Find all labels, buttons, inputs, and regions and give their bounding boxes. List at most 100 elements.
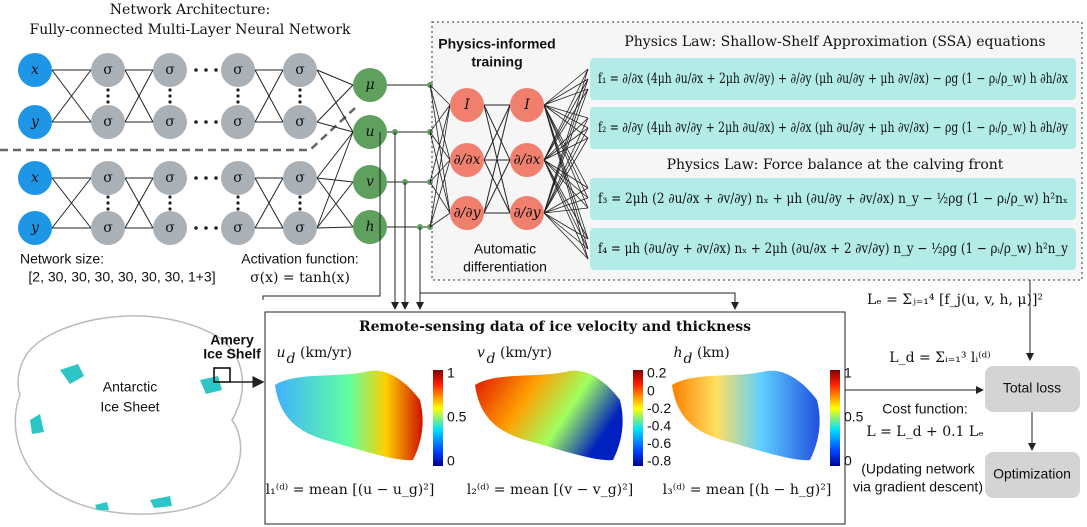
hidden-label: σ bbox=[165, 170, 175, 186]
training-label: ∂/∂x bbox=[513, 152, 540, 168]
note: (Updating network bbox=[861, 461, 976, 477]
colorbar-tick: 0 bbox=[647, 382, 655, 398]
hidden-label: σ bbox=[165, 114, 175, 130]
input-label: y bbox=[30, 220, 40, 236]
edge bbox=[317, 178, 353, 227]
colorbar-tick: 1 bbox=[844, 365, 852, 381]
training-label: ∂/∂x bbox=[453, 152, 480, 168]
dot bbox=[106, 88, 109, 91]
output-label: h bbox=[365, 219, 374, 235]
network-size-label: Network size: bbox=[20, 251, 104, 267]
panel-var: u bbox=[276, 345, 285, 361]
colorbar-tick: 0 bbox=[844, 453, 852, 469]
hidden-label: σ bbox=[233, 220, 243, 236]
law-title: Physics Law: Shallow-Shelf Approximation… bbox=[624, 34, 1045, 50]
panel-loss: l₂⁽ᵈ⁾ = mean [(v − v_g)²] bbox=[467, 482, 633, 498]
dot bbox=[194, 120, 198, 124]
dot bbox=[168, 100, 171, 103]
hidden-label: σ bbox=[103, 220, 113, 236]
dot bbox=[168, 195, 171, 198]
data-title: Remote-sensing data of ice velocity and … bbox=[359, 319, 751, 335]
training-title: training bbox=[471, 54, 522, 70]
activation-label: Activation function: bbox=[241, 251, 359, 267]
dot bbox=[236, 88, 239, 91]
dot bbox=[236, 100, 239, 103]
equation: f₄ = μh (∂u/∂y + ∂v/∂x) nₓ + 2μh (∂u/∂x … bbox=[598, 241, 1068, 257]
cost-label: Cost function: bbox=[882, 401, 968, 417]
dot bbox=[298, 195, 301, 198]
dot bbox=[214, 226, 218, 230]
network-size: [2, 30, 30, 30, 30, 30, 30, 1+3] bbox=[28, 269, 215, 285]
hidden-label: σ bbox=[295, 114, 305, 130]
training-caption: Automatic bbox=[474, 241, 536, 257]
input-label: x bbox=[31, 170, 39, 186]
edge bbox=[317, 85, 353, 122]
total-loss: Total loss bbox=[1003, 380, 1061, 396]
hidden-label: σ bbox=[103, 114, 113, 130]
output-label: v bbox=[366, 174, 374, 190]
equation: f₁ = ∂/∂x (4μh ∂u/∂x + 2μh ∂v/∂y) + ∂/∂y… bbox=[598, 71, 1068, 87]
map-label: Antarctic bbox=[103, 379, 157, 395]
dot bbox=[168, 94, 171, 97]
dot bbox=[106, 94, 109, 97]
dot bbox=[168, 201, 171, 204]
panel-sub: d bbox=[287, 351, 296, 367]
dot bbox=[236, 195, 239, 198]
cost-formula: L = L_d + 0.1 Lₑ bbox=[866, 424, 983, 440]
panel-unit: (km/yr) bbox=[500, 345, 552, 361]
dot bbox=[236, 207, 239, 210]
equation: f₃ = 2μh (2 ∂u/∂x + ∂v/∂y) nₓ + μh (∂u/∂… bbox=[598, 191, 1068, 207]
panel-sub: d bbox=[684, 351, 693, 367]
dot bbox=[298, 201, 301, 204]
panel-var: h bbox=[673, 345, 682, 361]
dot bbox=[214, 68, 218, 72]
hidden-label: σ bbox=[295, 170, 305, 186]
training-title: Physics-informed bbox=[438, 36, 555, 52]
colorbar bbox=[830, 370, 840, 466]
training-label: I bbox=[523, 97, 530, 113]
dot bbox=[204, 226, 208, 230]
header-title: Fully-connected Multi-Layer Neural Netwo… bbox=[30, 22, 352, 38]
dot bbox=[194, 226, 198, 230]
panel-loss: l₁⁽ᵈ⁾ = mean [(u − u_g)²] bbox=[266, 482, 435, 498]
panel-var: v bbox=[477, 345, 485, 361]
colorbar-tick: 0.5 bbox=[844, 409, 864, 425]
dot bbox=[236, 94, 239, 97]
edge bbox=[317, 70, 353, 132]
hidden-label: σ bbox=[233, 114, 243, 130]
dot bbox=[214, 120, 218, 124]
colorbar-tick: 1 bbox=[447, 365, 455, 381]
input-label: x bbox=[31, 62, 39, 78]
hidden-label: σ bbox=[233, 170, 243, 186]
dot bbox=[168, 88, 171, 91]
panel-unit: (km/yr) bbox=[300, 345, 352, 361]
dot bbox=[298, 100, 301, 103]
dot bbox=[214, 176, 218, 180]
diagram: Network Architecture: Fully-connected Mul… bbox=[0, 0, 1087, 527]
dot bbox=[106, 100, 109, 103]
colorbar-tick: 0 bbox=[447, 453, 455, 469]
dot bbox=[298, 94, 301, 97]
dot bbox=[168, 207, 171, 210]
panel-sub: d bbox=[487, 351, 496, 367]
dot bbox=[106, 207, 109, 210]
edge bbox=[317, 182, 353, 228]
hidden-label: σ bbox=[295, 62, 305, 78]
training-caption: differentiation bbox=[463, 259, 547, 275]
colorbar-tick: 0.5 bbox=[447, 409, 467, 425]
law-title: Physics Law: Force balance at the calvin… bbox=[667, 157, 1004, 173]
note: via gradient descent) bbox=[853, 479, 983, 495]
dot bbox=[204, 120, 208, 124]
equation: f₂ = ∂/∂y (4μh ∂v/∂y + 2μh ∂u/∂x) + ∂/∂x… bbox=[598, 120, 1068, 136]
hidden-label: σ bbox=[103, 170, 113, 186]
edge bbox=[317, 70, 353, 85]
dot bbox=[236, 201, 239, 204]
hidden-label: σ bbox=[295, 220, 305, 236]
colorbar bbox=[433, 370, 443, 466]
dot bbox=[106, 195, 109, 198]
colorbar bbox=[633, 370, 643, 466]
training-label: ∂/∂y bbox=[453, 205, 481, 221]
dot bbox=[204, 68, 208, 72]
edge bbox=[317, 227, 353, 228]
header-title: Network Architecture: bbox=[110, 2, 270, 18]
